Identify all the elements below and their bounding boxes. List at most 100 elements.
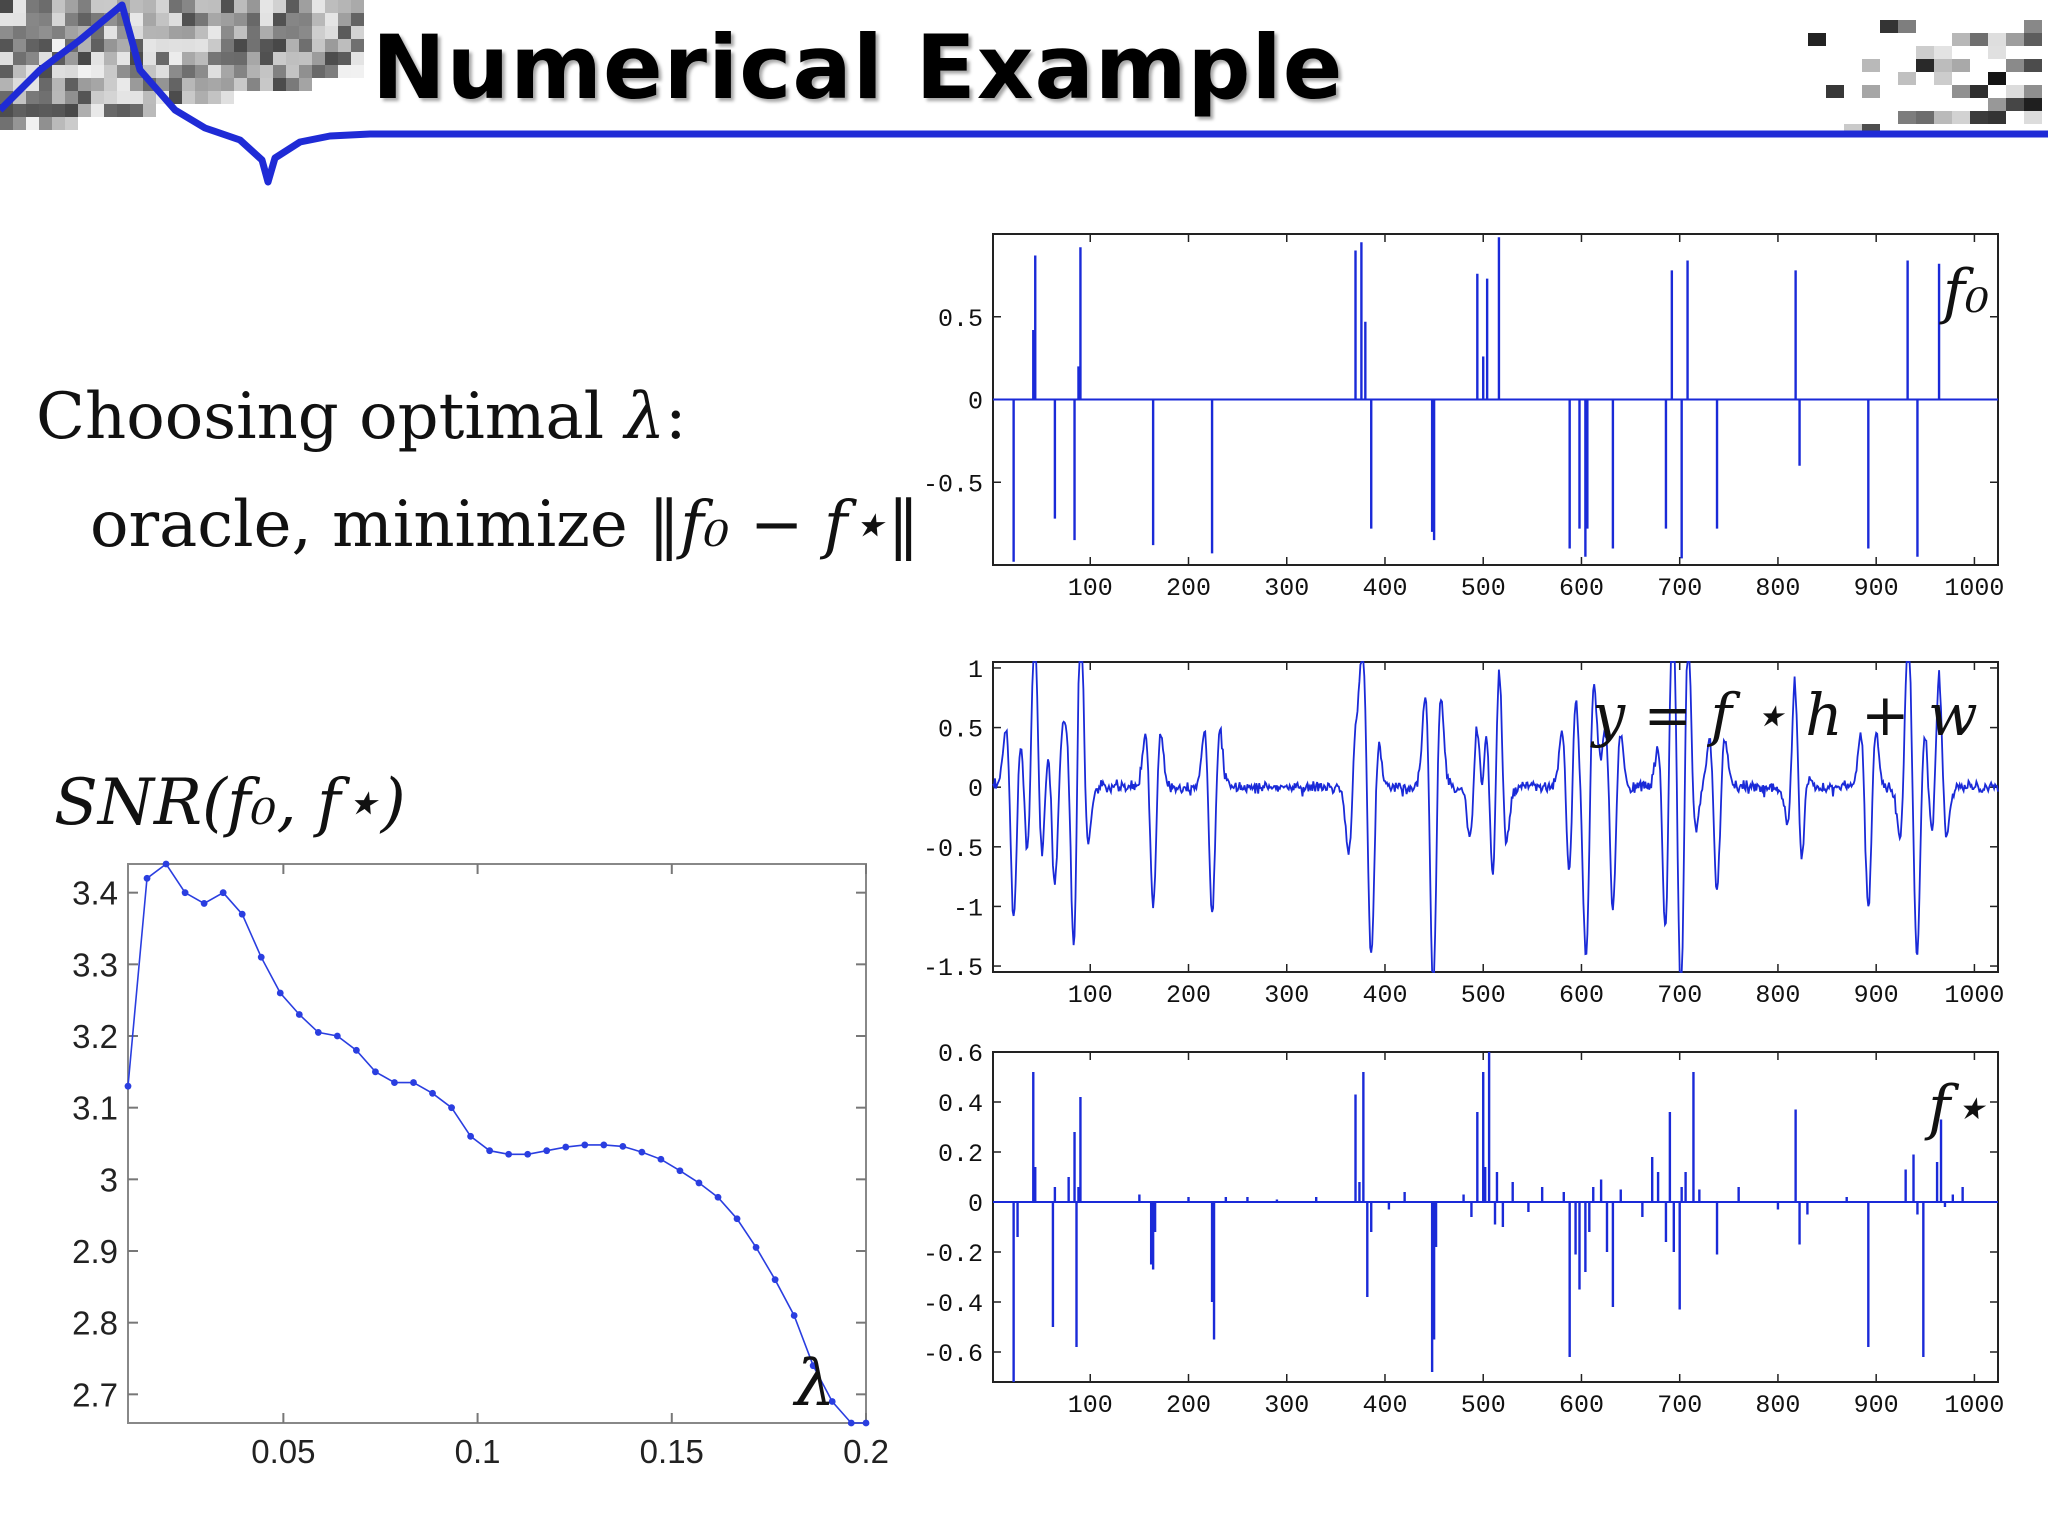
y-tick-label: 0.4: [938, 1090, 983, 1119]
x-tick-label: 400: [1362, 1391, 1407, 1420]
mosaic-tile: [338, 65, 351, 78]
y-tick-label: -1: [953, 894, 983, 923]
mosaic-tile: [325, 13, 338, 26]
mosaic-tile: [247, 26, 260, 39]
mosaic-tile: [169, 52, 182, 65]
y-tick-label: 1: [968, 656, 983, 685]
snr-data-point: [657, 1155, 665, 1163]
mosaic-tile: [52, 0, 65, 13]
mosaic-tile: [13, 0, 26, 13]
x-tick-label: 700: [1657, 981, 1702, 1010]
mosaic-tile: [143, 13, 156, 26]
mosaic-tile: [78, 91, 91, 104]
mosaic-tile: [1934, 59, 1952, 72]
mosaic-tile: [1898, 72, 1916, 85]
x-tick-label: 300: [1264, 574, 1309, 603]
snr-data-point: [543, 1147, 551, 1155]
mosaic-tile: [2024, 20, 2042, 33]
mosaic-tile: [2024, 111, 2042, 124]
mosaic-tile: [13, 39, 26, 52]
mosaic-tile: [169, 78, 182, 91]
mosaic-tile: [234, 39, 247, 52]
mosaic-tile: [208, 78, 221, 91]
mosaic-tile: [2006, 98, 2024, 111]
mosaic-tile: [286, 39, 299, 52]
mosaic-tile: [221, 26, 234, 39]
snr-data-point: [448, 1104, 455, 1112]
mosaic-tile: [195, 26, 208, 39]
y-tick-label: -0.2: [923, 1240, 983, 1269]
mosaic-tile: [273, 13, 286, 26]
snr-data-point: [847, 1419, 855, 1427]
mosaic-tile: [312, 0, 325, 13]
mosaic-tile: [325, 65, 338, 78]
mosaic-tile: [312, 39, 325, 52]
mosaic-tile: [351, 65, 364, 78]
mosaic-tile: [65, 52, 78, 65]
mosaic-tile: [247, 39, 260, 52]
mosaic-tile: [286, 0, 299, 13]
mosaic-tile: [117, 39, 130, 52]
snr-data-point: [181, 889, 189, 897]
snr-data-point: [238, 910, 246, 918]
mosaic-tile: [338, 39, 351, 52]
mosaic-tile: [78, 0, 91, 13]
mosaic-tile: [91, 52, 104, 65]
mosaic-tile: [0, 39, 13, 52]
x-tick-label: 500: [1461, 1391, 1506, 1420]
mosaic-tile: [156, 52, 169, 65]
mosaic-tile: [0, 0, 13, 13]
snr-data-point: [124, 1082, 132, 1090]
mosaic-tile: [1916, 59, 1934, 72]
mosaic-tile: [26, 91, 39, 104]
mosaic-tile: [234, 52, 247, 65]
mosaic-tile: [26, 39, 39, 52]
mosaic-tile: [234, 0, 247, 13]
mosaic-tile: [260, 52, 273, 65]
mosaic-tile: [1862, 59, 1880, 72]
y-tick-label: 0.5: [938, 716, 983, 745]
mosaic-tile: [2024, 59, 2042, 72]
mosaic-tile: [52, 13, 65, 26]
oracle-prefix: oracle, minimize: [90, 488, 649, 562]
mosaic-tile: [130, 0, 143, 13]
page-title: Numerical Example: [372, 16, 1344, 119]
snr-data-point: [429, 1089, 436, 1097]
mosaic-tile: [1898, 20, 1916, 33]
y-tick-label: 0.2: [938, 1140, 983, 1169]
mosaic-tile: [13, 117, 26, 130]
snr-data-point: [828, 1398, 836, 1405]
mosaic-tile: [104, 26, 117, 39]
mosaic-tile: [117, 91, 130, 104]
mosaic-tile: [1898, 111, 1916, 124]
mosaic-tile: [156, 26, 169, 39]
mosaic-tile: [195, 13, 208, 26]
snr-data-point: [562, 1143, 570, 1151]
mosaic-tile: [208, 52, 221, 65]
mosaic-tile: [169, 91, 182, 104]
mosaic-tile: [182, 65, 195, 78]
mosaic-tile: [195, 39, 208, 52]
mosaic-tile: [65, 117, 78, 130]
x-tick-label: 0.2: [843, 1433, 889, 1470]
y-equation-label: y = f ⋆ h + w: [1589, 681, 1977, 749]
y-tick-label: 3.3: [72, 946, 118, 983]
mosaic-tile: [13, 104, 26, 117]
mosaic-tile: [325, 0, 338, 13]
mosaic-tile: [312, 13, 325, 26]
mosaic-tile: [208, 39, 221, 52]
mosaic-tile: [39, 39, 52, 52]
mosaic-tile: [221, 39, 234, 52]
snr-data-point: [200, 900, 208, 907]
mosaic-tile: [2024, 33, 2042, 46]
mosaic-tile: [130, 78, 143, 91]
mosaic-tile: [195, 78, 208, 91]
mosaic-tile: [117, 52, 130, 65]
mosaic-tile: [312, 65, 325, 78]
snr-data-point: [581, 1141, 589, 1149]
x-tick-label: 100: [1068, 574, 1113, 603]
x-tick-label: 400: [1362, 574, 1407, 603]
mosaic-tile: [273, 26, 286, 39]
mosaic-tile: [273, 0, 286, 13]
